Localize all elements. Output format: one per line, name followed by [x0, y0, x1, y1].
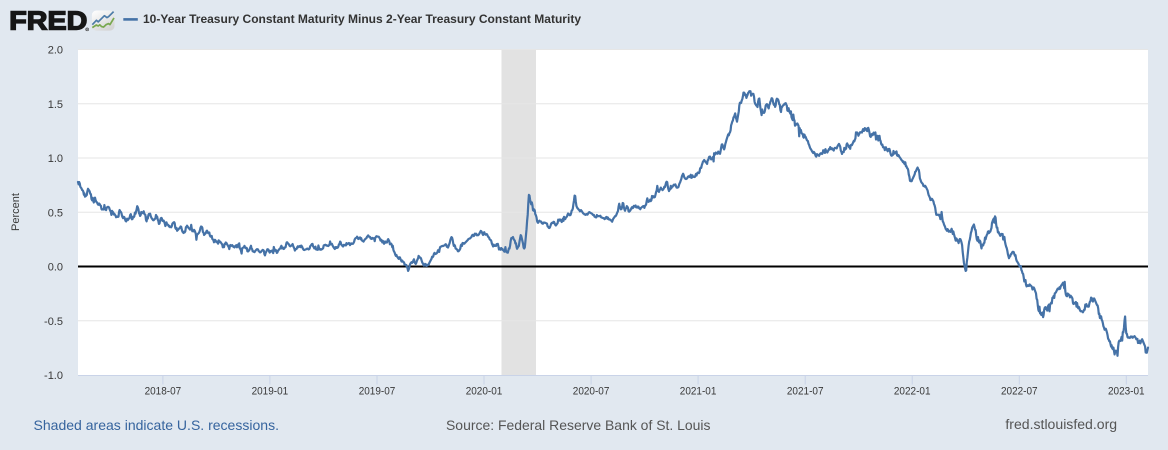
svg-text:-1.0: -1.0 [44, 370, 63, 382]
svg-text:FRED: FRED [9, 6, 87, 36]
svg-text:-0.5: -0.5 [44, 316, 63, 328]
svg-text:10-Year Treasury Constant Matu: 10-Year Treasury Constant Maturity Minus… [143, 12, 581, 26]
svg-text:1.0: 1.0 [48, 153, 63, 165]
svg-text:Source: Federal Reserve Bank o: Source: Federal Reserve Bank of St. Loui… [446, 417, 711, 433]
svg-text:2021-01: 2021-01 [680, 386, 717, 398]
svg-text:fred.stlouisfed.org: fred.stlouisfed.org [1005, 417, 1117, 432]
svg-text:2020-01: 2020-01 [466, 386, 503, 398]
svg-text:2020-07: 2020-07 [573, 386, 610, 398]
svg-text:2022-01: 2022-01 [894, 386, 931, 398]
svg-text:2.0: 2.0 [48, 45, 63, 57]
svg-text:2019-07: 2019-07 [359, 386, 396, 398]
svg-text:2023-01: 2023-01 [1108, 386, 1145, 398]
svg-text:2021-07: 2021-07 [787, 386, 824, 398]
svg-text:1.5: 1.5 [48, 99, 63, 111]
svg-text:0.0: 0.0 [48, 262, 63, 274]
svg-text:2018-07: 2018-07 [145, 386, 182, 398]
svg-text:2022-07: 2022-07 [1001, 386, 1038, 398]
svg-text:2019-01: 2019-01 [252, 386, 289, 398]
svg-text:Shaded areas indicate U.S. rec: Shaded areas indicate U.S. recessions. [34, 417, 280, 433]
svg-text:0.5: 0.5 [48, 207, 63, 219]
svg-text:Percent: Percent [10, 193, 22, 231]
